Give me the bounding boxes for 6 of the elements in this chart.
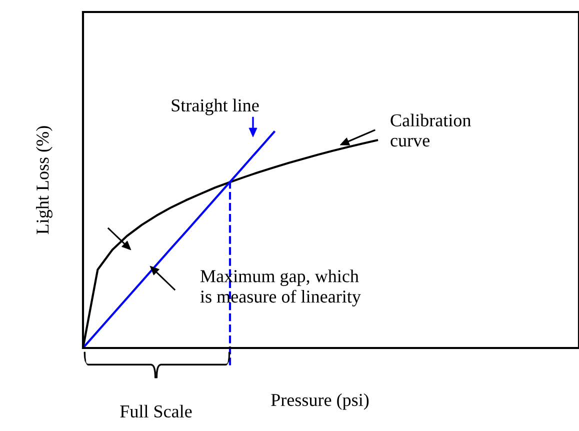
text: Full Scale <box>120 404 192 418</box>
annotation: Maximum gap, which is measure of linearity <box>200 270 361 306</box>
text: Straight line <box>172 98 259 116</box>
y-axis-title: Light Loss (%) <box>36 126 52 234</box>
x-axis-title: Pressure (psi) <box>271 393 369 410</box>
text: Calibration curve <box>390 114 471 147</box>
